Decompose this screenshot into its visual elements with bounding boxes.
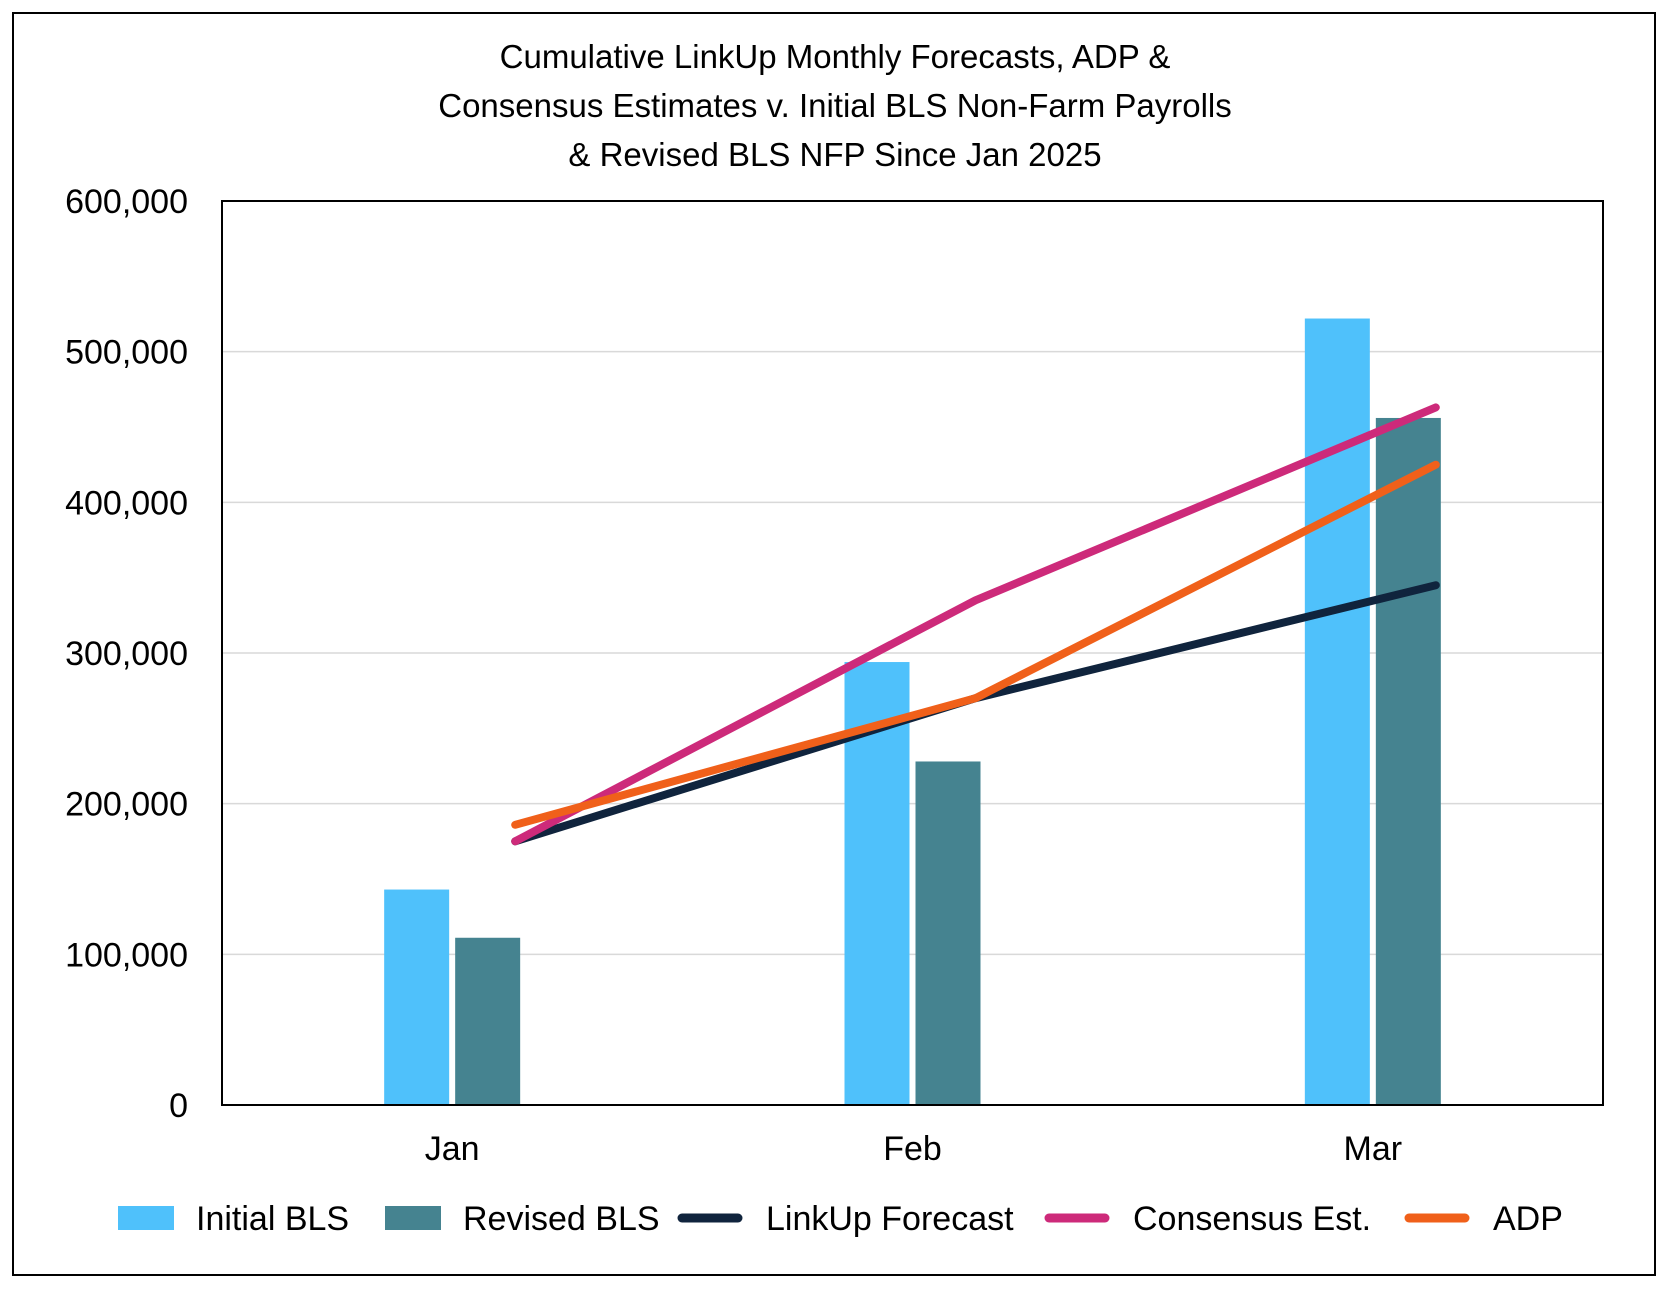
bar-initial-bls-jan <box>384 889 450 1105</box>
y-tick-label: 300,000 <box>65 635 188 673</box>
y-tick-label: 500,000 <box>65 334 188 372</box>
legend-label-initial-bls: Initial BLS <box>196 1200 349 1238</box>
y-tick-label: 100,000 <box>65 936 188 974</box>
legend-label-linkup-forecast: LinkUp Forecast <box>766 1200 1014 1238</box>
line-consensus-est- <box>511 403 1440 846</box>
chart-title-line-1: Cumulative LinkUp Monthly Forecasts, ADP… <box>500 38 1171 75</box>
x-tick-label: Mar <box>1344 1130 1403 1168</box>
legend-swatch-revised-bls <box>385 1206 441 1230</box>
bar-revised-bls-jan <box>455 937 521 1105</box>
line-adp <box>511 460 1440 829</box>
legend-swatch-initial-bls <box>118 1206 174 1230</box>
bar-revised-bls-feb <box>915 761 981 1105</box>
legend-label-consensus-est-: Consensus Est. <box>1133 1200 1371 1238</box>
y-axis-ticks: 0 100,000 200,000 300,000 400,000 500,000 600,… <box>65 183 188 1125</box>
legend-label-revised-bls: Revised BLS <box>463 1200 660 1238</box>
y-tick-label: 600,000 <box>65 183 188 221</box>
x-axis-ticks: Jan Feb Mar <box>425 1130 1402 1168</box>
y-tick-label: 200,000 <box>65 786 188 824</box>
legend-label-adp: ADP <box>1493 1200 1563 1238</box>
chart-title-line-2: Consensus Estimates v. Initial BLS Non-F… <box>438 87 1232 124</box>
chart-title: Cumulative LinkUp Monthly Forecasts, ADP… <box>438 38 1232 173</box>
y-tick-label: 400,000 <box>65 484 188 522</box>
gridlines <box>222 350 1603 956</box>
y-tick-label: 0 <box>169 1087 188 1125</box>
legend: Initial BLS Revised BLS LinkUp Forecast Con… <box>118 1200 1563 1238</box>
x-tick-label: Jan <box>425 1130 480 1168</box>
bar-revised-bls-mar <box>1375 417 1441 1106</box>
plot-area <box>221 200 1604 1106</box>
lines <box>511 403 1440 846</box>
x-tick-label: Feb <box>883 1130 942 1168</box>
chart-title-line-3: & Revised BLS NFP Since Jan 2025 <box>568 136 1101 173</box>
